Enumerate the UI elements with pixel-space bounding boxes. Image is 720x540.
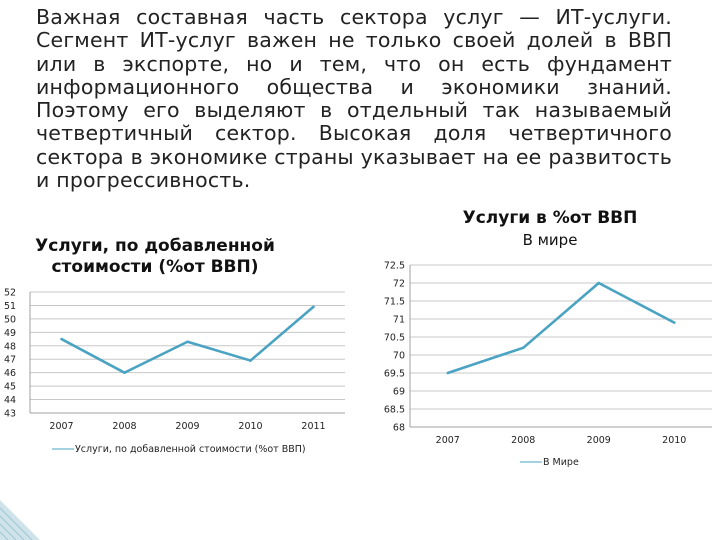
y-tick-label: 68.5 [384, 405, 405, 416]
x-tick-label: 2010 [662, 435, 686, 446]
data-point [123, 371, 126, 374]
chart2-title: Услуги в %от ВВП [462, 208, 638, 228]
y-tick-label: 71 [393, 315, 405, 326]
data-point [672, 321, 676, 324]
x-tick-label: 2008 [112, 421, 136, 432]
chart1-title: Услуги, по добавленной стоимости (%от ВВ… [35, 236, 275, 277]
y-tick-label: 44 [4, 395, 16, 406]
y-tick-label: 46 [4, 368, 16, 379]
x-tick-label: 2008 [511, 435, 535, 446]
x-tick-label: 2010 [238, 421, 262, 432]
x-tick-label: 2011 [301, 421, 325, 432]
y-tick-label: 72 [393, 279, 405, 290]
y-tick-label: 45 [4, 382, 16, 393]
x-tick-label: 2009 [587, 435, 611, 446]
x-tick-label: 2007 [49, 421, 73, 432]
y-tick-label: 69 [393, 387, 405, 398]
legend-label: Услуги, по добавленной стоимости (%от ВВ… [75, 444, 306, 455]
y-tick-label: 49 [4, 328, 16, 339]
x-tick-label: 2007 [436, 435, 460, 446]
data-point [597, 281, 601, 285]
y-tick-label: 43 [4, 409, 16, 420]
data-point [60, 337, 63, 341]
y-tick-label: 68 [393, 423, 405, 434]
chart2: 72.5 72 71.5 71 70.5 70 69.5 69 68.5 68 2007 2008 20… [384, 261, 712, 468]
series-line [60, 305, 315, 374]
data-point [521, 346, 525, 350]
y-tick-label: 72.5 [384, 261, 405, 272]
y-tick-label: 48 [4, 341, 16, 352]
chart1: 52 51 50 49 48 47 46 45 44 43 2007 2008 2009 2010 2011… [4, 288, 345, 455]
y-tick-label: 69.5 [384, 369, 405, 380]
legend-label: В Мире [543, 457, 579, 468]
body-paragraph: Важная составная часть сектора услуг — И… [36, 5, 672, 193]
y-tick-label: 50 [4, 314, 16, 325]
y-tick-label: 70 [393, 351, 405, 362]
y-tick-label: 52 [4, 288, 16, 299]
y-tick-label: 70.5 [384, 333, 405, 344]
y-tick-label: 71.5 [384, 297, 405, 308]
y-tick-label: 47 [4, 355, 16, 366]
chart2-subtitle: В мире [522, 231, 578, 249]
corner-decoration [0, 500, 40, 540]
data-point [186, 340, 189, 344]
series-line [447, 281, 675, 375]
data-point [249, 359, 252, 362]
x-tick-label: 2009 [175, 421, 199, 432]
y-tick-label: 51 [4, 301, 16, 312]
data-point [446, 371, 450, 375]
data-point [312, 305, 315, 309]
